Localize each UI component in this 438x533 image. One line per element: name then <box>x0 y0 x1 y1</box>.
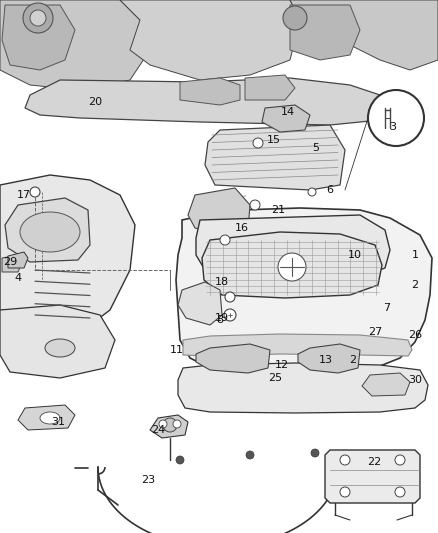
Text: 31: 31 <box>51 417 65 427</box>
Text: 26: 26 <box>408 330 422 340</box>
Text: 8: 8 <box>216 315 223 325</box>
Text: 10: 10 <box>348 250 362 260</box>
Text: 30: 30 <box>408 375 422 385</box>
Text: 18: 18 <box>215 277 229 287</box>
Polygon shape <box>188 188 250 238</box>
Circle shape <box>250 200 260 210</box>
Polygon shape <box>120 0 300 80</box>
Polygon shape <box>298 344 360 373</box>
Polygon shape <box>205 125 345 190</box>
Polygon shape <box>178 363 428 413</box>
Polygon shape <box>178 282 222 325</box>
Circle shape <box>283 6 307 30</box>
Text: 29: 29 <box>3 257 17 267</box>
Polygon shape <box>2 5 75 70</box>
Text: 1: 1 <box>411 250 418 260</box>
Text: 14: 14 <box>281 107 295 117</box>
Text: 22: 22 <box>367 457 381 467</box>
Circle shape <box>395 487 405 497</box>
Circle shape <box>224 309 236 321</box>
Text: 5: 5 <box>312 143 319 153</box>
Text: 4: 4 <box>14 273 21 283</box>
Circle shape <box>30 10 46 26</box>
Ellipse shape <box>40 412 60 424</box>
Circle shape <box>311 449 319 457</box>
Polygon shape <box>290 0 438 70</box>
Text: 15: 15 <box>267 135 281 145</box>
Circle shape <box>246 451 254 459</box>
Polygon shape <box>245 75 295 100</box>
Circle shape <box>23 3 53 33</box>
Ellipse shape <box>20 212 80 252</box>
Circle shape <box>176 456 184 464</box>
Circle shape <box>308 188 316 196</box>
Text: 25: 25 <box>268 373 282 383</box>
Polygon shape <box>25 78 390 125</box>
Polygon shape <box>0 175 135 355</box>
Text: 27: 27 <box>368 327 382 337</box>
Circle shape <box>163 418 177 432</box>
Text: 20: 20 <box>88 97 102 107</box>
Text: 12: 12 <box>275 360 289 370</box>
Text: 23: 23 <box>141 475 155 485</box>
Polygon shape <box>150 415 188 438</box>
Polygon shape <box>2 255 22 272</box>
Text: 16: 16 <box>235 223 249 233</box>
Circle shape <box>368 90 424 146</box>
Polygon shape <box>8 252 28 268</box>
Text: 2: 2 <box>350 355 357 365</box>
Polygon shape <box>180 78 240 105</box>
Text: 6: 6 <box>326 185 333 195</box>
Ellipse shape <box>45 339 75 357</box>
Text: 19: 19 <box>215 313 229 323</box>
Circle shape <box>225 292 235 302</box>
Text: 17: 17 <box>17 190 31 200</box>
Circle shape <box>340 455 350 465</box>
Polygon shape <box>0 0 150 90</box>
Polygon shape <box>202 232 382 298</box>
Circle shape <box>159 420 167 428</box>
Polygon shape <box>362 373 410 396</box>
Text: 24: 24 <box>151 425 165 435</box>
Polygon shape <box>325 450 420 503</box>
Polygon shape <box>196 215 390 282</box>
Circle shape <box>253 138 263 148</box>
Text: 3: 3 <box>389 122 396 132</box>
Polygon shape <box>176 208 432 373</box>
Circle shape <box>173 420 181 428</box>
Polygon shape <box>290 5 360 60</box>
Polygon shape <box>262 105 310 132</box>
Circle shape <box>340 487 350 497</box>
Circle shape <box>30 187 40 197</box>
Text: 7: 7 <box>383 303 391 313</box>
Circle shape <box>278 253 306 281</box>
Polygon shape <box>0 305 115 378</box>
Polygon shape <box>5 198 90 262</box>
Text: 21: 21 <box>271 205 285 215</box>
Circle shape <box>220 235 230 245</box>
Polygon shape <box>183 334 412 356</box>
Circle shape <box>395 455 405 465</box>
Text: 11: 11 <box>170 345 184 355</box>
Text: 2: 2 <box>411 280 419 290</box>
Text: 13: 13 <box>319 355 333 365</box>
Polygon shape <box>196 344 270 373</box>
Polygon shape <box>18 405 75 430</box>
